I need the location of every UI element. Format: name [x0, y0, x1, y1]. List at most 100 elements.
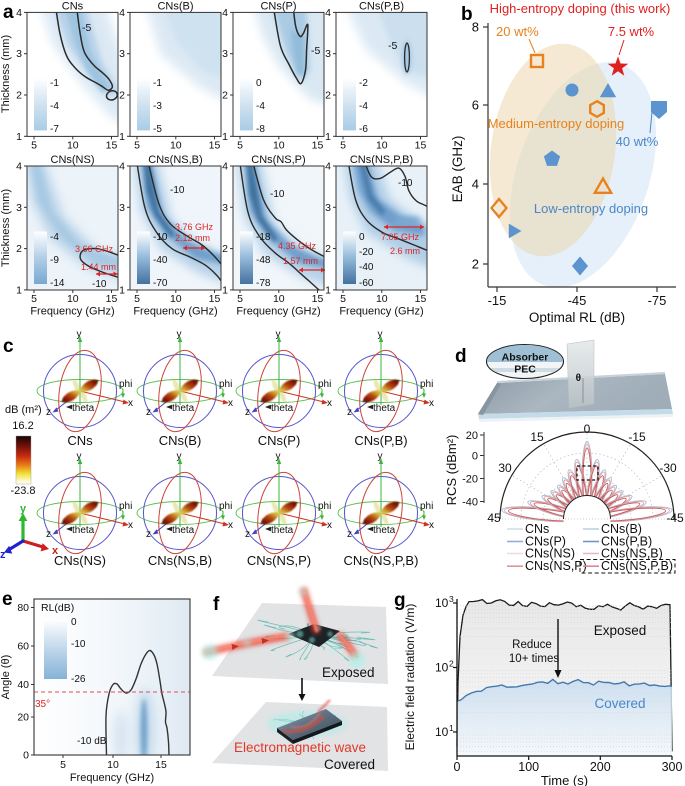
svg-text:40: 40 [17, 679, 29, 691]
svg-text:CNs(NS,B): CNs(NS,B) [601, 547, 663, 561]
svg-text:3: 3 [325, 48, 331, 60]
svg-text:Reduce: Reduce [512, 639, 552, 651]
svg-text:-40: -40 [153, 255, 168, 266]
svg-text:CNs(NS,B): CNs(NS,B) [148, 154, 202, 166]
svg-text:10: 10 [435, 725, 449, 739]
svg-text:Frequency (GHz): Frequency (GHz) [133, 306, 217, 318]
svg-text:6: 6 [472, 98, 479, 113]
svg-text:-8: -8 [256, 124, 265, 135]
svg-text:EAB (GHz): EAB (GHz) [450, 136, 465, 203]
svg-text:RCS (dBm²): RCS (dBm²) [444, 435, 459, 506]
svg-text:80: 80 [17, 602, 29, 614]
svg-text:1: 1 [119, 284, 125, 296]
svg-text:2: 2 [16, 90, 22, 102]
svg-text:5: 5 [60, 759, 66, 771]
svg-text:5: 5 [340, 293, 346, 305]
svg-text:-4: -4 [50, 232, 59, 243]
svg-text:High-entropy doping (this work: High-entropy doping (this work) [490, 1, 671, 16]
svg-text:-60: -60 [359, 278, 374, 289]
svg-text:-10: -10 [398, 178, 413, 189]
svg-text:θ: θ [576, 373, 581, 384]
svg-text:x: x [52, 545, 59, 557]
svg-text:dB (m²): dB (m²) [5, 404, 42, 416]
svg-text:-3: -3 [153, 101, 162, 112]
svg-text:5: 5 [31, 139, 37, 151]
svg-text:Covered: Covered [594, 696, 645, 711]
svg-text:0: 0 [472, 451, 478, 463]
svg-text:PEC: PEC [514, 364, 536, 376]
svg-text:-10: -10 [270, 189, 285, 200]
svg-text:15: 15 [415, 293, 427, 305]
svg-text:Covered: Covered [324, 757, 375, 772]
svg-text:8: 8 [472, 20, 479, 35]
svg-text:100: 100 [518, 760, 539, 774]
svg-text:-6: -6 [359, 124, 368, 135]
svg-text:60: 60 [17, 641, 29, 653]
svg-text:1: 1 [325, 284, 331, 296]
svg-text:10: 10 [107, 759, 119, 771]
svg-text:CNs(P,B): CNs(P,B) [354, 433, 407, 448]
svg-text:0: 0 [23, 750, 29, 762]
svg-text:Frequency (GHz): Frequency (GHz) [30, 306, 114, 318]
svg-text:-45: -45 [666, 511, 684, 525]
svg-text:-4: -4 [359, 101, 368, 112]
svg-text:1: 1 [16, 284, 22, 296]
svg-text:0: 0 [71, 617, 77, 628]
svg-text:15: 15 [415, 139, 427, 151]
svg-text:4: 4 [222, 7, 228, 19]
svg-text:35°: 35° [35, 699, 50, 710]
svg-text:20: 20 [17, 712, 29, 724]
svg-text:15: 15 [155, 759, 167, 771]
svg-text:5: 5 [134, 293, 140, 305]
svg-text:CNs(P): CNs(P) [525, 535, 566, 549]
svg-text:4: 4 [222, 161, 228, 173]
svg-text:-48: -48 [256, 255, 271, 266]
svg-text:CNs(NS,P,B): CNs(NS,P,B) [601, 559, 673, 573]
svg-text:4: 4 [119, 7, 125, 19]
svg-text:10: 10 [170, 293, 182, 305]
svg-text:5: 5 [237, 293, 243, 305]
svg-text:2: 2 [325, 243, 331, 255]
svg-text:-5: -5 [82, 22, 91, 34]
svg-text:5: 5 [237, 139, 243, 151]
svg-text:e: e [2, 589, 13, 610]
svg-text:2: 2 [472, 257, 479, 272]
svg-text:1.44 mm: 1.44 mm [81, 262, 116, 272]
svg-text:-2: -2 [359, 78, 368, 89]
svg-text:30: 30 [498, 461, 512, 475]
svg-text:Low-entropy doping: Low-entropy doping [534, 201, 648, 216]
svg-text:Time (s): Time (s) [541, 773, 588, 786]
svg-text:2.6 mm: 2.6 mm [390, 246, 420, 256]
svg-text:15: 15 [106, 293, 118, 305]
svg-text:10: 10 [435, 661, 449, 675]
svg-text:3: 3 [16, 202, 22, 214]
svg-text:-10 dB: -10 dB [77, 736, 107, 747]
svg-text:3: 3 [119, 48, 125, 60]
svg-text:CNs(NS): CNs(NS) [525, 547, 575, 561]
svg-text:Medium-entropy doping: Medium-entropy doping [488, 116, 625, 131]
svg-text:CNs(NS): CNs(NS) [54, 553, 106, 568]
svg-text:CNs(NS,B): CNs(NS,B) [148, 553, 212, 568]
svg-text:y: y [20, 503, 27, 515]
svg-text:c: c [3, 336, 14, 357]
svg-text:3: 3 [222, 48, 228, 60]
svg-text:4: 4 [325, 161, 331, 173]
svg-text:4: 4 [16, 7, 22, 19]
svg-text:Exposed: Exposed [594, 623, 647, 638]
svg-text:4.35 GHz: 4.35 GHz [278, 241, 317, 251]
svg-text:CNs(P): CNs(P) [258, 433, 301, 448]
svg-text:z: z [0, 549, 6, 561]
svg-text:2: 2 [119, 243, 125, 255]
svg-text:15: 15 [209, 293, 221, 305]
svg-text:45: 45 [487, 511, 501, 525]
svg-text:-78: -78 [256, 278, 271, 289]
svg-text:0: 0 [359, 232, 365, 243]
svg-text:-1: -1 [153, 78, 162, 89]
svg-text:-75: -75 [648, 293, 667, 308]
svg-text:10: 10 [273, 293, 285, 305]
svg-text:1: 1 [16, 131, 22, 143]
svg-text:1: 1 [222, 131, 228, 143]
svg-text:Optimal RL (dB): Optimal RL (dB) [529, 310, 625, 325]
svg-text:CNs(B): CNs(B) [159, 433, 202, 448]
svg-text:CNs(NS,P): CNs(NS,P) [525, 559, 587, 573]
